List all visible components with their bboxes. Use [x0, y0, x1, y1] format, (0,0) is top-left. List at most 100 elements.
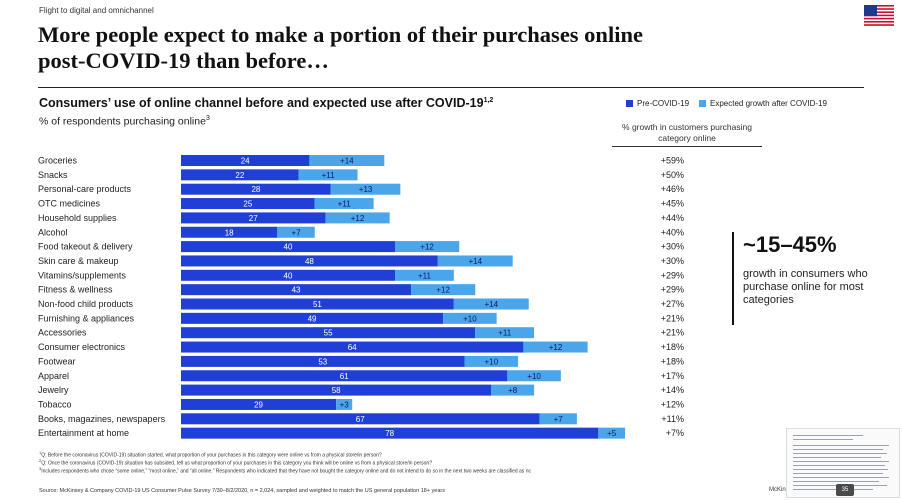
- bar-pre-covid-label: 27: [249, 214, 258, 223]
- bar-growth-label: +5: [607, 429, 617, 438]
- bar-pre-covid: [181, 255, 438, 267]
- section-kicker: Flight to digital and omnichannel: [39, 6, 154, 15]
- category-label: Consumer electronics: [38, 342, 126, 352]
- legend-swatch-pre: [626, 100, 633, 107]
- bar-pre-covid-label: 67: [356, 415, 365, 424]
- bar-pre-covid: [181, 241, 395, 253]
- page-title-line1: More people expect to make a portion of …: [38, 22, 643, 47]
- bar-growth: [507, 370, 561, 382]
- chart-unit-text: % of respondents purchasing online: [39, 115, 206, 128]
- bar-pre-covid-label: 51: [313, 300, 322, 309]
- category-label: Furnishing & appliances: [38, 313, 135, 323]
- bar-pre-covid-label: 28: [251, 185, 260, 194]
- bar-pre-covid: [181, 284, 412, 296]
- brand-mark: McKinse: [769, 487, 793, 493]
- chart-unit-sup: 3: [205, 115, 210, 122]
- bar-pre-covid-label: 61: [340, 372, 349, 381]
- bar-growth-label: +11: [418, 271, 432, 280]
- bar-growth: [314, 198, 374, 210]
- bar-pre-covid-label: 43: [292, 286, 301, 295]
- bar-pre-covid: [181, 413, 540, 425]
- footnote-3-sup: 3: [39, 466, 42, 471]
- growth-value: +27%: [661, 299, 684, 309]
- chart-title-text: Consumers’ use of online channel before …: [39, 96, 484, 110]
- category-label: Alcohol: [38, 227, 68, 237]
- bar-growth-label: +12: [436, 286, 450, 295]
- growth-value: +50%: [661, 170, 684, 180]
- category-label: Apparel: [38, 371, 69, 381]
- bar-growth: [453, 298, 529, 310]
- bar-pre-covid-label: 24: [241, 157, 250, 166]
- growth-value: +30%: [661, 242, 684, 252]
- bar-pre-covid: [181, 269, 395, 281]
- category-label: Fitness & wellness: [38, 285, 113, 295]
- bar-pre-covid: [181, 327, 476, 339]
- category-label: Books, magazines, newspapers: [38, 414, 166, 424]
- category-label: Entertainment at home: [38, 428, 129, 438]
- chart-legend: Pre-COVID-19 Expected growth after COVID…: [626, 99, 827, 108]
- bar-growth: [298, 169, 358, 181]
- title-divider: [38, 87, 864, 88]
- bar-growth-label: +3: [340, 400, 350, 409]
- chart-unit: % of respondents purchasing online3: [39, 115, 210, 128]
- page-title-line2: post-COVID-19 than before…: [38, 48, 329, 73]
- bar-growth: [523, 341, 588, 353]
- bar-growth-label: +11: [322, 171, 336, 180]
- growth-value: +17%: [661, 371, 684, 381]
- bar-growth-label: +14: [468, 257, 482, 266]
- chart-title: Consumers’ use of online channel before …: [39, 96, 493, 110]
- legend-item-growth: Expected growth after COVID-19: [699, 99, 827, 108]
- chart-title-sup: 1,2: [483, 96, 494, 104]
- bar-growth: [277, 226, 315, 238]
- bar-growth: [598, 427, 626, 439]
- footnote-3-text: Includes respondents who chose “some onl…: [41, 468, 531, 475]
- bar-pre-covid-label: 49: [308, 314, 317, 323]
- category-label: Snacks: [38, 170, 68, 180]
- category-label: Accessories: [38, 328, 87, 338]
- bar-growth: [336, 398, 353, 410]
- bar-growth-label: +7: [291, 228, 301, 237]
- bar-pre-covid-label: 18: [225, 228, 234, 237]
- bar-pre-covid: [181, 212, 326, 224]
- callout-range: ~15–45%: [743, 232, 837, 257]
- bar-growth: [464, 355, 519, 367]
- legend-swatch-growth: [699, 100, 707, 107]
- bar-pre-covid-label: 25: [243, 200, 252, 209]
- bar-pre-covid-label: 78: [385, 429, 394, 438]
- growth-value: +7%: [666, 428, 684, 438]
- bar-growth: [411, 284, 476, 296]
- growth-value: +30%: [661, 256, 684, 266]
- bar-pre-covid-label: 55: [324, 329, 333, 338]
- bar-growth-label: +10: [527, 372, 541, 381]
- growth-value: +45%: [661, 199, 684, 209]
- footnote-1-sup: 1: [39, 450, 42, 455]
- bar-pre-covid-label: 58: [332, 386, 341, 395]
- bar-pre-covid: [181, 155, 310, 166]
- page-number: 35: [836, 484, 854, 496]
- bar-pre-covid: [181, 370, 508, 382]
- bar-pre-covid: [181, 226, 278, 238]
- category-label: Groceries: [38, 156, 78, 166]
- bar-growth-label: +11: [338, 200, 352, 209]
- bar-pre-covid: [181, 298, 454, 310]
- bar-growth-label: +10: [463, 314, 477, 323]
- source-note: Source: McKinsey & Company COVID-19 US C…: [39, 488, 446, 494]
- category-label: Household supplies: [38, 213, 117, 223]
- bar-growth: [437, 255, 513, 267]
- growth-value: +29%: [661, 285, 684, 295]
- growth-value: +14%: [661, 385, 684, 395]
- bar-pre-covid-label: 64: [348, 343, 357, 352]
- growth-value: +18%: [661, 356, 684, 366]
- bar-pre-covid: [181, 355, 465, 367]
- bar-pre-covid: [181, 169, 299, 181]
- category-label: Vitamins/supplements: [38, 270, 126, 280]
- bar-pre-covid: [181, 312, 444, 324]
- footnote-1: 1Q: Before the coronavirus (COVID-19) si…: [39, 450, 382, 459]
- bar-growth: [309, 155, 385, 166]
- growth-value: +12%: [661, 399, 684, 409]
- bar-growth-label: +14: [340, 157, 354, 166]
- bar-pre-covid: [181, 341, 524, 353]
- bar-growth-label: +11: [498, 329, 512, 338]
- growth-value: +59%: [661, 156, 684, 166]
